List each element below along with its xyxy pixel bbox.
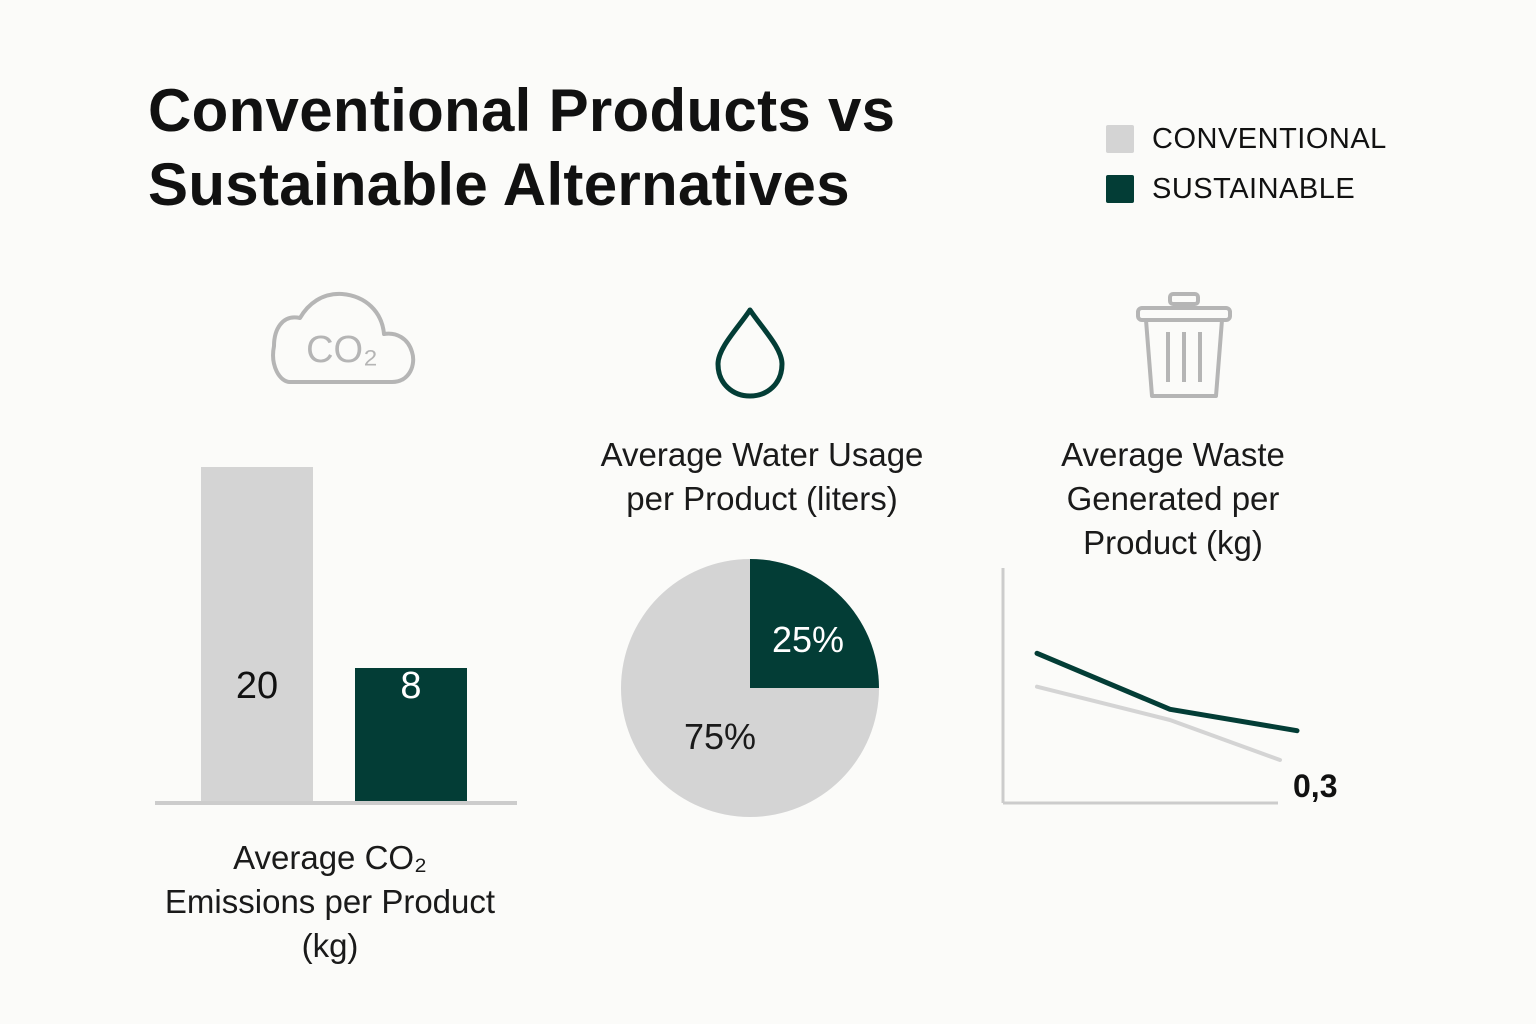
line-series-conventional bbox=[1035, 684, 1282, 762]
title-line-2: Sustainable Alternatives bbox=[148, 151, 850, 218]
line-end-value-label: 0,3 bbox=[1293, 768, 1337, 804]
co2-caption-line-2: Emissions per Product bbox=[164, 883, 496, 920]
waste-line-chart: 0,3 bbox=[1001, 568, 1337, 805]
water-caption-line-1: Average Water Usage bbox=[600, 436, 924, 473]
pie-label-sustainable: 25% bbox=[772, 619, 844, 660]
legend: CONVENTIONAL SUSTAINABLE bbox=[1106, 122, 1387, 224]
legend-label-sustainable: SUSTAINABLE bbox=[1152, 172, 1356, 205]
legend-item-conventional: CONVENTIONAL bbox=[1106, 122, 1387, 155]
pie-slice-sustainable bbox=[750, 559, 879, 688]
title-line-1: Conventional Products vs bbox=[148, 77, 896, 144]
waste-caption-line-1: Average Waste bbox=[1061, 436, 1285, 473]
legend-swatch-conventional bbox=[1106, 125, 1134, 153]
bar-value-label-conventional: 20 bbox=[236, 665, 278, 707]
legend-swatch-sustainable bbox=[1106, 175, 1134, 203]
bar-value-label-sustainable: 8 bbox=[400, 665, 421, 707]
line-series-sustainable bbox=[1034, 650, 1300, 734]
legend-item-sustainable: SUSTAINABLE bbox=[1106, 172, 1387, 205]
trash-can-icon bbox=[1136, 292, 1232, 398]
water-chart-caption: Average Water Usage per Product (liters) bbox=[562, 433, 962, 521]
co2-icon-text: CO₂ bbox=[306, 329, 378, 371]
pie-label-conventional: 75% bbox=[684, 716, 756, 757]
legend-label-conventional: CONVENTIONAL bbox=[1152, 122, 1387, 155]
waste-caption-line-3: Product (kg) bbox=[1083, 524, 1263, 561]
co2-caption-line-1: Average CO₂ bbox=[233, 839, 427, 876]
bar-conventional bbox=[201, 467, 313, 802]
cloud-co2-icon: CO₂ bbox=[271, 291, 416, 384]
waste-chart-caption: Average Waste Generated per Product (kg) bbox=[1000, 433, 1346, 565]
bar-sustainable bbox=[355, 668, 467, 802]
water-drop-icon bbox=[715, 307, 785, 399]
co2-bar-chart: 20 8 bbox=[155, 467, 517, 805]
co2-chart-caption: Average CO₂ Emissions per Product (kg) bbox=[130, 836, 530, 968]
water-caption-line-2: per Product (liters) bbox=[626, 480, 898, 517]
co2-caption-line-3: (kg) bbox=[301, 927, 359, 964]
waste-caption-line-2: Generated per bbox=[1066, 480, 1280, 517]
page-title: Conventional Products vs Sustainable Alt… bbox=[148, 74, 895, 222]
water-pie-chart: 25% 75% bbox=[621, 559, 879, 817]
